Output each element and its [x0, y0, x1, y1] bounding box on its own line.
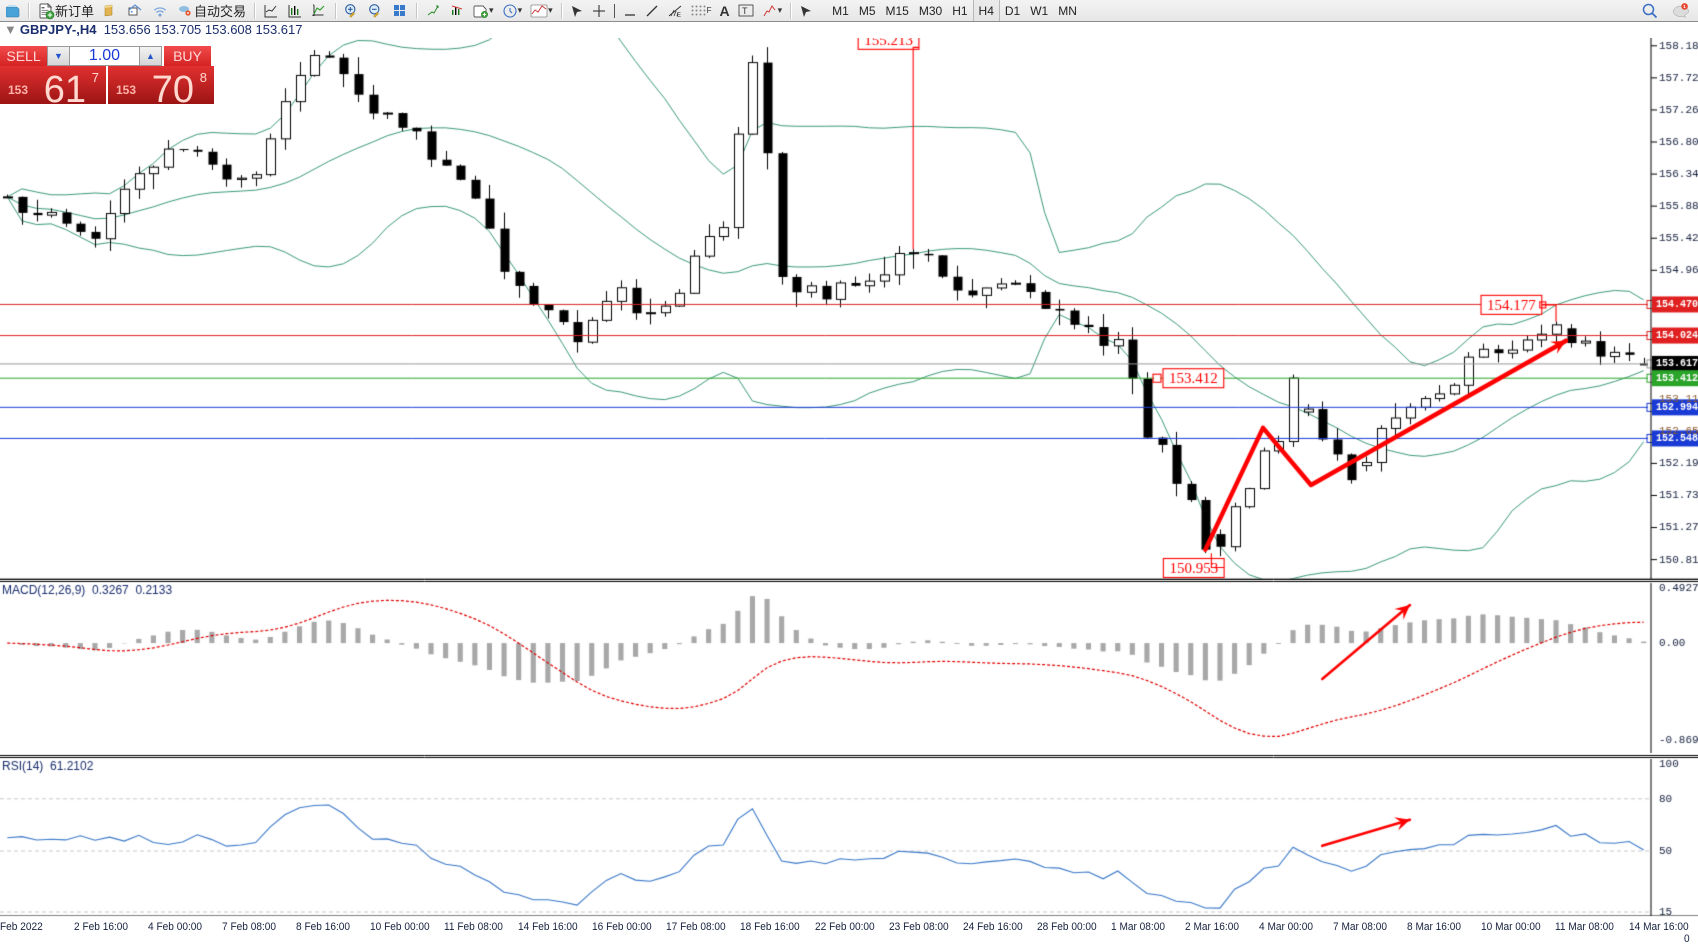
- svg-text:T: T: [742, 6, 748, 16]
- svg-text:E: E: [677, 13, 681, 18]
- svg-text:1: 1: [1683, 3, 1686, 8]
